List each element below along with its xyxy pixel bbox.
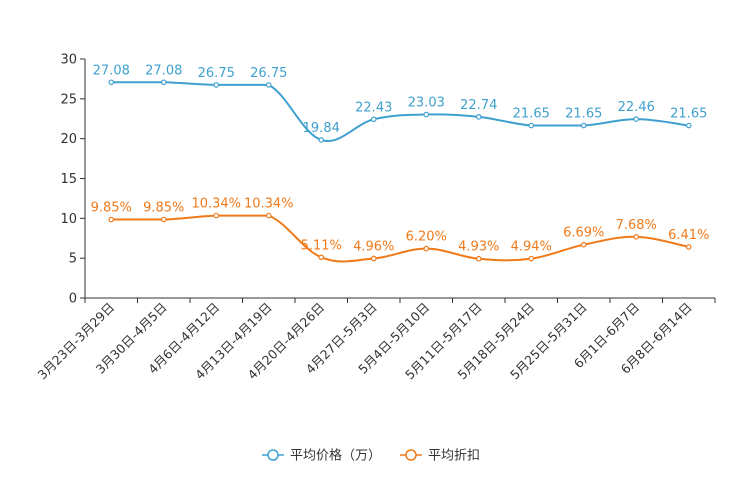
data-label: 26.75 <box>198 66 235 81</box>
data-point[interactable] <box>528 122 535 129</box>
series-line <box>111 214 689 263</box>
data-point[interactable] <box>265 212 272 219</box>
series-1: 9.85% 9.85% 10.34% 10.34% 5.11% 4.96% 6.20% 4.9… <box>91 197 709 263</box>
data-label: 21.65 <box>565 107 602 122</box>
data-point[interactable] <box>580 241 587 248</box>
data-label: 19.84 <box>303 121 340 136</box>
data-point[interactable] <box>370 255 377 262</box>
data-label: 4.93% <box>458 240 499 255</box>
data-label: 10.34% <box>191 197 241 212</box>
data-point[interactable] <box>318 254 325 261</box>
data-point[interactable] <box>475 255 482 262</box>
data-point[interactable] <box>370 116 377 123</box>
data-label: 23.03 <box>408 96 445 111</box>
data-point[interactable] <box>633 234 640 240</box>
data-point[interactable] <box>213 82 220 88</box>
legend-marker <box>405 449 417 461</box>
y-tick-label: 15 <box>60 172 77 187</box>
series-0: 27.08 27.08 26.75 26.75 19.84 22.43 23.03 22.74… <box>93 63 707 143</box>
data-point[interactable] <box>160 79 167 86</box>
legend-item-1[interactable]: 平均折扣 <box>400 449 480 464</box>
data-label: 27.08 <box>93 63 130 78</box>
data-point[interactable] <box>108 79 115 86</box>
data-label: 10.34% <box>244 197 294 212</box>
data-label: 21.65 <box>513 107 550 122</box>
y-tick-label: 30 <box>60 53 77 68</box>
data-label: 22.74 <box>460 98 497 113</box>
data-point[interactable] <box>528 255 535 262</box>
legend-item-0[interactable]: 平均价格（万） <box>262 448 381 464</box>
y-tick-label: 5 <box>69 252 77 267</box>
y-tick-label: 10 <box>60 212 77 227</box>
data-label: 9.85% <box>143 201 184 216</box>
y-tick-label: 0 <box>69 292 77 307</box>
series-layer: 27.08 27.08 26.75 26.75 19.84 22.43 23.03 22.74… <box>91 63 709 263</box>
data-point[interactable] <box>108 216 115 223</box>
legend-label: 平均折扣 <box>428 449 480 464</box>
data-point[interactable] <box>265 82 272 88</box>
data-label: 9.85% <box>91 201 132 216</box>
data-label: 21.65 <box>670 107 707 122</box>
data-label: 22.43 <box>355 100 392 115</box>
legend-label: 平均价格（万） <box>290 448 381 464</box>
data-label: 5.11% <box>301 238 342 253</box>
data-point[interactable] <box>423 111 430 118</box>
data-label: 27.08 <box>145 63 182 78</box>
data-label: 6.69% <box>563 226 604 241</box>
data-point[interactable] <box>580 122 587 129</box>
data-point[interactable] <box>160 216 167 223</box>
data-label: 7.68% <box>616 218 657 233</box>
data-point[interactable] <box>633 116 640 122</box>
data-label: 6.20% <box>406 230 447 245</box>
data-point[interactable] <box>685 122 692 129</box>
data-label: 6.41% <box>668 228 709 243</box>
data-label: 4.96% <box>353 239 394 254</box>
data-point[interactable] <box>213 212 220 219</box>
data-point[interactable] <box>423 245 430 252</box>
data-point[interactable] <box>475 114 482 120</box>
data-label: 26.75 <box>250 66 287 81</box>
data-point[interactable] <box>685 244 692 250</box>
y-tick-label: 25 <box>60 92 77 107</box>
data-point[interactable] <box>318 137 325 143</box>
y-tick-label: 20 <box>60 132 77 147</box>
legend[interactable]: 平均价格（万） 平均折扣 <box>262 448 480 464</box>
legend-marker <box>267 449 279 461</box>
data-label: 4.94% <box>511 240 552 255</box>
data-label: 22.46 <box>618 100 655 115</box>
